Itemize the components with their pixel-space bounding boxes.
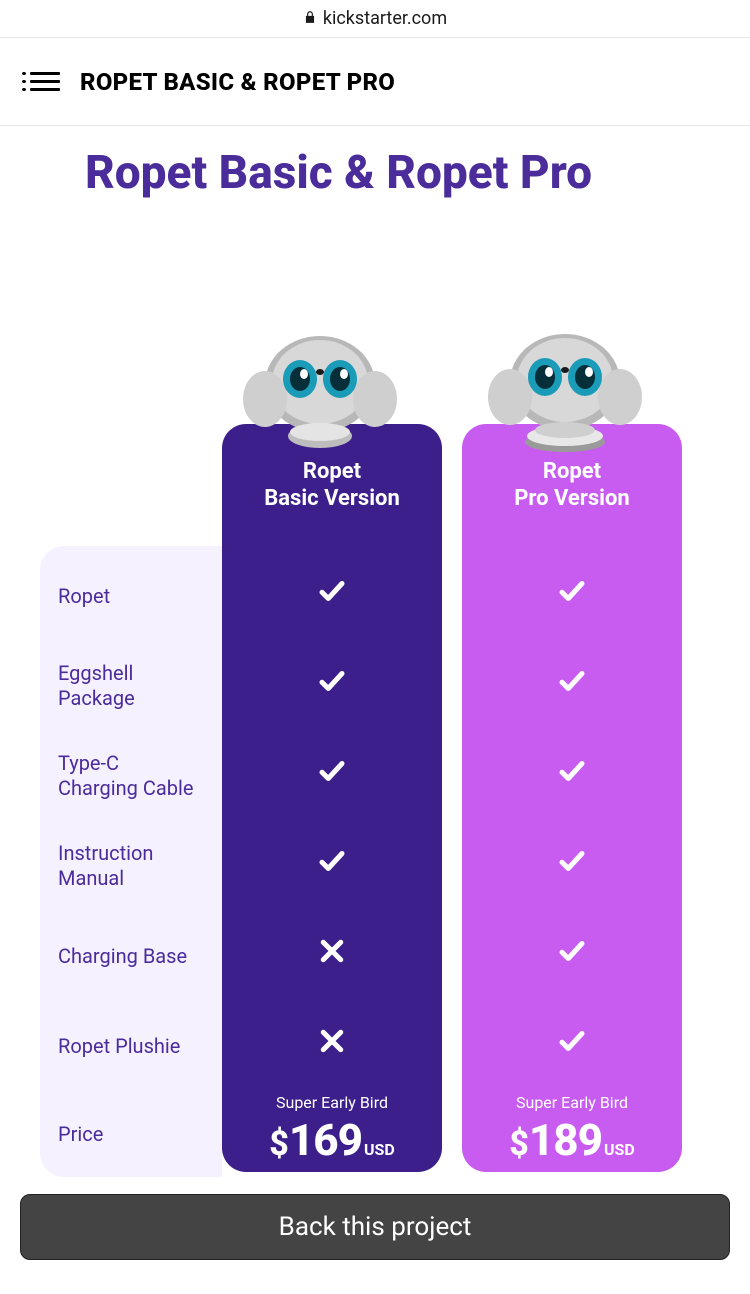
basic-product-image [220, 304, 420, 454]
basic-price: Super Early Bird $ 169 USD [222, 1086, 442, 1172]
check-icon [557, 576, 587, 606]
check-icon [557, 1026, 587, 1056]
check-icon [317, 576, 347, 606]
feature-label: Charging Base [40, 911, 222, 1001]
page-title: Ropet Basic & Ropet Pro [0, 126, 750, 224]
feature-label: EggshellPackage [40, 641, 222, 731]
feature-label: Ropet Plushie [40, 1001, 222, 1091]
pro-cell [462, 726, 682, 816]
cross-icon [317, 936, 347, 966]
pro-price: Super Early Bird $ 189 USD [462, 1086, 682, 1172]
lock-icon [303, 8, 317, 29]
check-icon [317, 756, 347, 786]
back-this-project-button[interactable]: Back this project [20, 1194, 730, 1260]
basic-cell [222, 636, 442, 726]
pro-cell [462, 546, 682, 636]
feature-label: Ropet [40, 551, 222, 641]
basic-cell [222, 906, 442, 996]
feature-label: InstructionManual [40, 821, 222, 911]
url-domain: kickstarter.com [323, 8, 447, 29]
pro-column: Ropet Pro Version Super Early Bird $ 189… [462, 424, 682, 1172]
project-title: ROPET BASIC & ROPET PRO [80, 68, 395, 96]
check-icon [317, 666, 347, 696]
cross-icon [317, 1026, 347, 1056]
basic-cell [222, 546, 442, 636]
check-icon [557, 666, 587, 696]
feature-label-column: Ropet EggshellPackage Type-CCharging Cab… [40, 546, 222, 1177]
feature-label: Type-CCharging Cable [40, 731, 222, 821]
pro-cell [462, 906, 682, 996]
browser-url-bar: kickstarter.com [0, 0, 750, 38]
check-icon [317, 846, 347, 876]
check-icon [557, 846, 587, 876]
basic-cell [222, 726, 442, 816]
price-label: Price [40, 1091, 222, 1177]
toc-icon[interactable] [30, 72, 60, 91]
pro-cell [462, 996, 682, 1086]
basic-cell [222, 996, 442, 1086]
project-header: ROPET BASIC & ROPET PRO [0, 38, 750, 126]
check-icon [557, 756, 587, 786]
check-icon [557, 936, 587, 966]
basic-cell [222, 816, 442, 906]
pro-cell [462, 636, 682, 726]
pro-product-image [465, 304, 665, 454]
pro-cell [462, 816, 682, 906]
basic-column: Ropet Basic Version Super Early Bird $ 1… [222, 424, 442, 1172]
